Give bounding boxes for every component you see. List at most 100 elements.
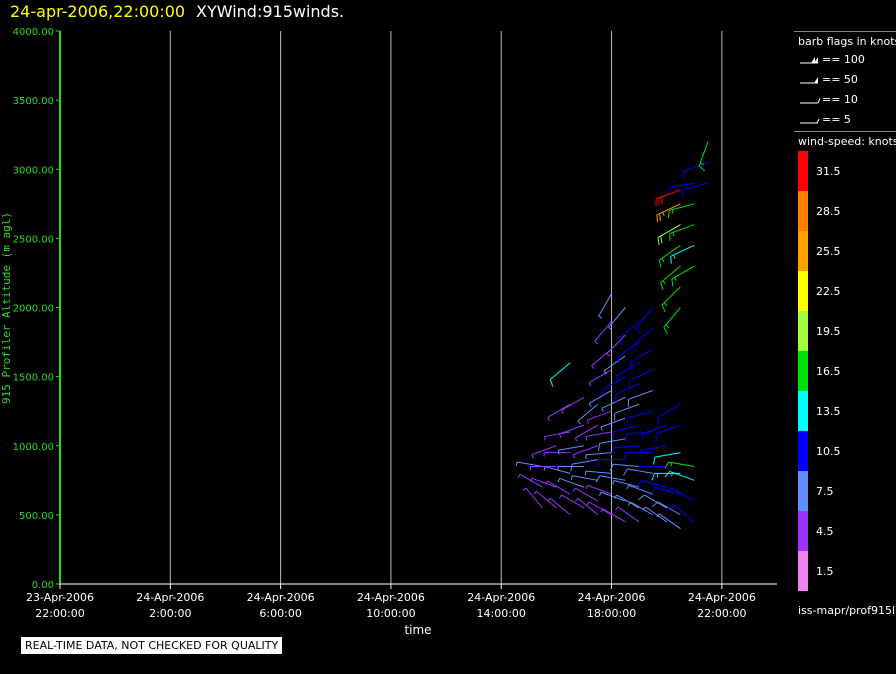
speed-label: 7.5: [816, 485, 834, 498]
wind-barb: [572, 487, 598, 502]
wind-barb: [664, 461, 695, 469]
x-tick-labels: 23-Apr-2006 22:00:00 24-Apr-2006 2:00:00 24-…: [26, 584, 756, 620]
barb-flag-10: [623, 468, 628, 476]
barb-flag-10: [657, 237, 660, 245]
x-tick-time: 6:00:00: [259, 607, 301, 620]
barb-flag-5: [656, 513, 660, 518]
barb-shaft: [671, 487, 695, 502]
x-tick-date: 24-Apr-2006: [578, 591, 646, 604]
wind-barb: [585, 452, 612, 459]
barb-flag-5: [608, 327, 613, 331]
wind-barb: [636, 480, 667, 488]
barb-flag-10: [610, 447, 614, 456]
wind-barb: [603, 355, 626, 375]
wind-barb: [655, 189, 681, 207]
wind-barb: [584, 470, 612, 476]
speed-swatch: [798, 271, 808, 311]
barb-shaft: [615, 383, 640, 395]
barb-shaft: [657, 403, 681, 418]
barb-shaft: [547, 480, 571, 495]
barb-flag-5: [612, 480, 615, 485]
barb-flag-10: [628, 380, 631, 389]
y-tick-labels: 0.00 500.00 1000.00 1500.00 2000.00 2500.00 30…: [13, 27, 60, 591]
barb-flag-10: [663, 327, 668, 335]
barb-shaft: [626, 431, 653, 435]
wind-barb: [666, 182, 695, 196]
barb-flag-10: [698, 165, 706, 172]
barb-shaft: [628, 389, 654, 400]
barb-flag-5: [559, 433, 562, 438]
wind-barb: [522, 487, 543, 509]
wind-barb: [670, 244, 695, 264]
barb-shaft: [661, 286, 681, 306]
speed-swatch: [798, 551, 808, 591]
speed-swatch: [798, 191, 808, 231]
barb-shaft: [547, 403, 571, 418]
wind-barbs: [515, 141, 709, 530]
wind-barb: [614, 403, 640, 421]
barb-shaft: [629, 369, 654, 382]
barb-flag-5: [663, 302, 668, 307]
barb-shaft: [602, 376, 626, 391]
barb-flag-10: [596, 459, 600, 467]
barb-shaft: [549, 497, 571, 516]
x-tick-time: 22:00:00: [35, 607, 84, 620]
speed-swatch: [798, 351, 808, 391]
barb-flag-10: [667, 210, 670, 219]
barb-shaft: [598, 293, 612, 317]
wind-barb: [698, 141, 709, 172]
wind-barb: [623, 452, 653, 460]
wind-barb: [549, 362, 571, 387]
wind-barb: [669, 224, 695, 241]
barb-flag-10: [671, 278, 674, 287]
barb-flag-5: [559, 494, 562, 499]
barb-flag-10: [661, 304, 666, 313]
barb-shaft: [516, 461, 543, 467]
y-tick-label: 3500.00: [13, 96, 54, 107]
barb-flag-10: [653, 457, 656, 465]
wind-barb: [655, 424, 681, 442]
wind-barb: [533, 490, 557, 509]
speed-label: 10.5: [816, 445, 841, 458]
wind-barb: [610, 445, 640, 456]
barb-flag-5: [601, 408, 604, 413]
barb-shaft: [658, 513, 681, 530]
barb-shaft: [572, 459, 598, 465]
barb-shaft: [594, 321, 612, 342]
barb-shaft: [577, 497, 599, 516]
barb-shaft: [531, 477, 557, 488]
barb-shaft: [601, 396, 626, 409]
speed-label: 13.5: [816, 405, 841, 418]
barb-shaft: [608, 307, 626, 328]
x-tick-date: 24-Apr-2006: [467, 591, 535, 604]
speed-label: 4.5: [816, 525, 834, 538]
wind-barb: [559, 494, 585, 509]
wind-barb: [543, 452, 571, 457]
title-date: 24-apr-2006,22:00:00: [10, 2, 186, 21]
speed-swatch: [798, 311, 808, 351]
x-tick-time: 10:00:00: [366, 607, 415, 620]
barb-flag-5: [561, 410, 564, 415]
barb-flag-5: [670, 462, 673, 467]
legend-panel: barb flags in knots == 100 == 50 == 10 =…: [794, 31, 896, 623]
barb-flag-10: [629, 361, 633, 370]
barb-shaft: [606, 334, 626, 354]
barb-flag-10: [651, 501, 659, 508]
barb-flag-10: [658, 260, 662, 268]
barb-shaft: [617, 341, 640, 358]
barb-shaft: [531, 445, 557, 456]
speed-label: 25.5: [816, 245, 841, 258]
barb-flag-5: [606, 353, 611, 357]
barb-shaft: [671, 265, 695, 280]
barb-flag-5: [661, 258, 665, 262]
barb-flag-5: [586, 419, 589, 425]
wind-barb: [627, 389, 654, 407]
barb-shaft: [572, 475, 598, 481]
barb-flag-10: [612, 431, 615, 440]
speed-legend-title: wind-speed: knots: [798, 135, 896, 148]
wind-barb: [574, 497, 599, 516]
x-tick-date: 24-Apr-2006: [136, 591, 204, 604]
barb-shaft: [549, 362, 571, 380]
barb-flag-5: [517, 473, 521, 478]
barb-flag-10: [667, 504, 675, 510]
